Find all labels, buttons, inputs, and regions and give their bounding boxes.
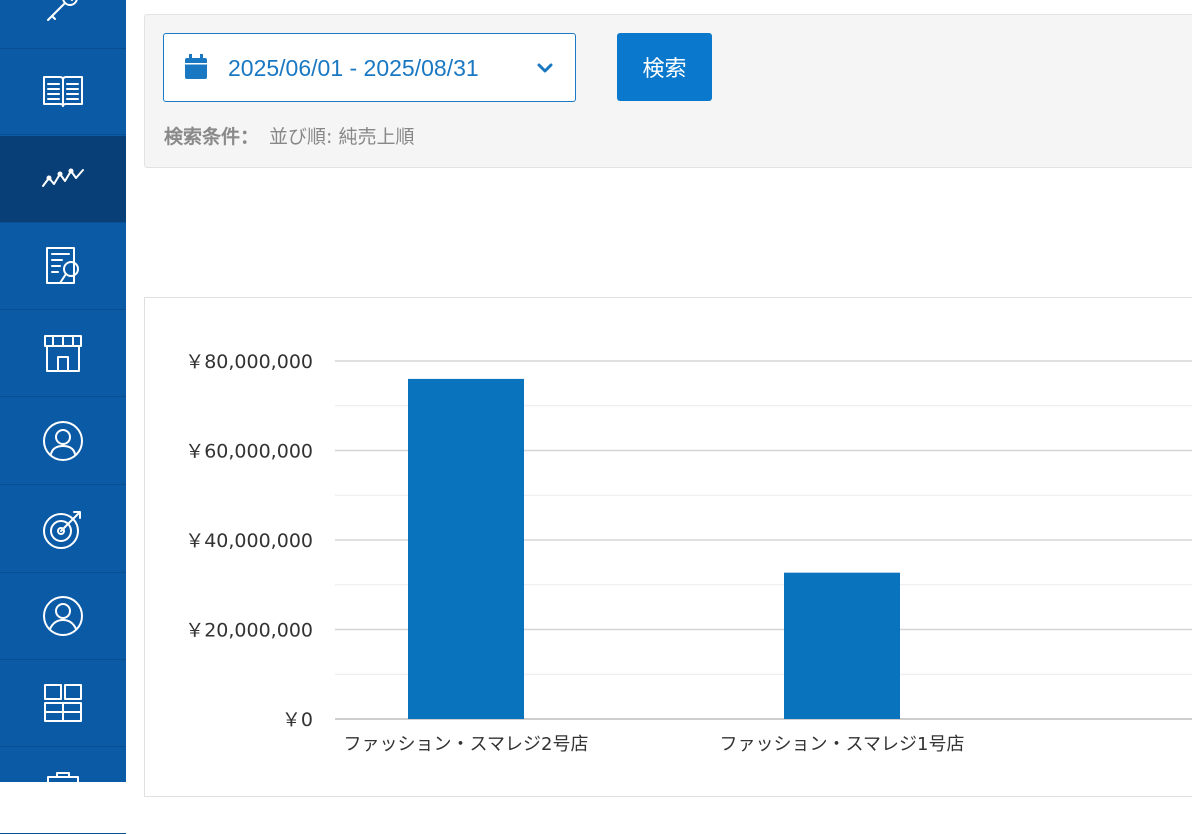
- sidebar-item-settings[interactable]: [0, 0, 126, 49]
- calendar-icon: [185, 54, 207, 79]
- customer-icon: [43, 421, 83, 461]
- chevron-down-icon: [537, 63, 553, 73]
- search-conditions: 検索条件： 並び順: 純売上順: [164, 122, 414, 149]
- bar: [408, 378, 524, 719]
- search-panel: 2025/06/01 - 2025/08/31 検索 検索条件： 並び順: 純売上…: [144, 14, 1192, 168]
- clipboard-icon: [47, 772, 79, 810]
- date-range-value: 2025/06/01 - 2025/08/31: [228, 55, 479, 81]
- target-icon: [43, 511, 81, 549]
- y-tick-label: ￥40,000,000: [185, 530, 313, 552]
- chart-panel: ￥0 ￥20,000,000 ￥40,000,000 ￥60,000,000 ￥80,0…: [144, 297, 1192, 797]
- sidebar-item-customers[interactable]: [0, 398, 126, 485]
- store-icon: [44, 335, 82, 372]
- x-category-label: ファッション・スマレジ2号店: [344, 734, 589, 755]
- y-tick-label: ￥80,000,000: [185, 351, 313, 373]
- sidebar-item-manual[interactable]: [0, 48, 126, 135]
- sidebar-item-staff[interactable]: [0, 573, 126, 660]
- y-tick-label: ￥0: [282, 709, 313, 731]
- sidebar-item-analytics[interactable]: [0, 136, 126, 223]
- sidebar-item-products[interactable]: [0, 660, 126, 747]
- sidebar-item-tasks[interactable]: [0, 747, 126, 834]
- sidebar-item-targets[interactable]: [0, 486, 126, 573]
- search-conditions-label: 検索条件：: [164, 126, 260, 148]
- sidebar-item-stores[interactable]: [0, 310, 126, 397]
- x-category-label: ファッション・スマレジ1号店: [720, 734, 965, 755]
- wrench-icon: [47, 0, 78, 21]
- y-tick-label: ￥20,000,000: [185, 620, 313, 642]
- grid-icon: [44, 684, 82, 722]
- sidebar-item-reports[interactable]: [0, 223, 126, 310]
- sales-bar-chart: ￥0 ￥20,000,000 ￥40,000,000 ￥60,000,000 ￥80,0…: [185, 351, 1192, 755]
- y-tick-label: ￥60,000,000: [185, 441, 313, 463]
- search-button[interactable]: 検索: [617, 33, 712, 101]
- report-search-icon: [46, 247, 79, 284]
- sidebar: [0, 0, 126, 834]
- user-icon: [43, 596, 83, 636]
- book-icon: [43, 76, 83, 107]
- date-range-picker[interactable]: 2025/06/01 - 2025/08/31: [163, 33, 576, 102]
- line-chart-icon: [42, 168, 84, 187]
- search-conditions-value: 並び順: 純売上順: [269, 126, 415, 148]
- bar: [784, 572, 900, 719]
